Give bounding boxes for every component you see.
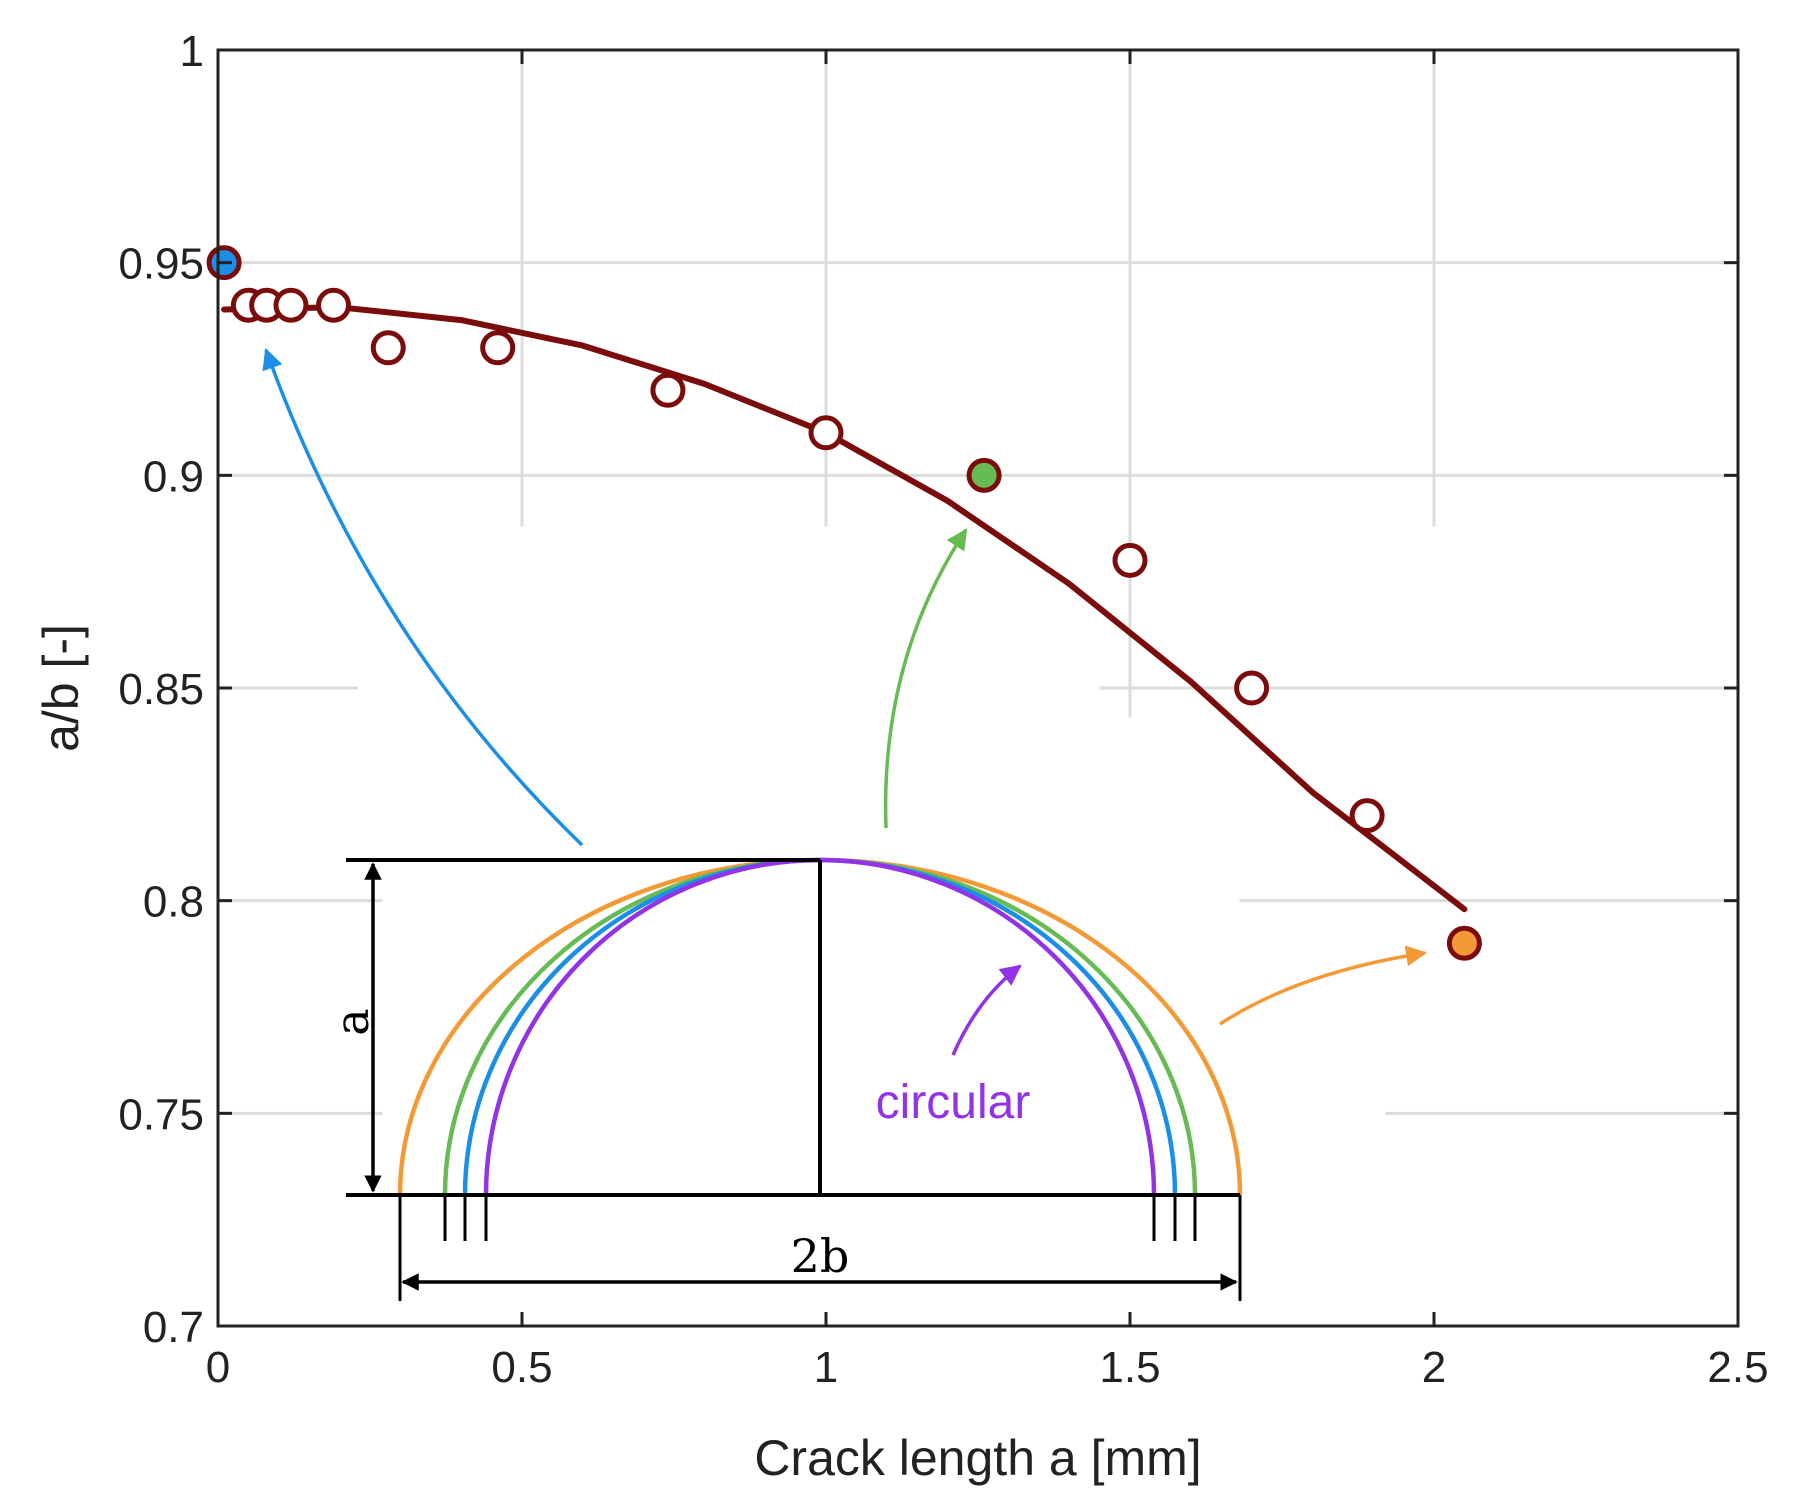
data-point-highlighted (966, 457, 1002, 493)
y-tick-label: 0.75 (118, 1090, 204, 1139)
y-tick-label: 0.95 (118, 240, 204, 289)
data-point (316, 287, 352, 323)
circular-annotation: circular (876, 1076, 1031, 1129)
x-tick-label: 0.5 (491, 1343, 552, 1392)
y-axis-label: a/b [-] (33, 624, 89, 752)
data-point (808, 415, 844, 451)
data-layer (206, 245, 1482, 961)
data-point (370, 330, 406, 366)
x-tick-label: 2 (1422, 1343, 1446, 1392)
arrow-to-green-point (883, 528, 968, 829)
y-tick-label: 0.85 (118, 665, 204, 714)
data-point (1112, 542, 1148, 578)
data-point (1349, 798, 1385, 834)
data-point (1234, 670, 1270, 706)
data-point (650, 372, 686, 408)
x-tick-label: 1 (814, 1343, 838, 1392)
axis-ticks: 0 0.5 1 1.5 2 2.5 0.7 0.75 0.8 0.85 0.9 0.95 1 (118, 27, 1768, 1392)
x-tick-label: 0 (206, 1343, 230, 1392)
data-point (480, 330, 516, 366)
grid-lines (218, 50, 1738, 1115)
y-tick-label: 0.8 (143, 878, 204, 927)
y-tick-label: 0.7 (143, 1303, 204, 1352)
crack-shape-inset: a 2b circular (262, 348, 1428, 1301)
arrow-to-blue-point (262, 348, 584, 847)
y-tick-label: 1 (180, 27, 204, 76)
x-tick-label: 2.5 (1707, 1343, 1768, 1392)
x-tick-label: 1.5 (1099, 1343, 1160, 1392)
x-axis-label: Crack length a [mm] (754, 1430, 1201, 1486)
data-point (273, 287, 309, 323)
y-tick-label: 0.9 (143, 452, 204, 501)
inset-height-label: a (325, 1008, 379, 1035)
arrow-to-orange-point (1219, 945, 1428, 1026)
inset-width-label: 2b (791, 1229, 850, 1283)
arrow-to-circular-shape (951, 964, 1022, 1056)
fit-curve (221, 304, 1468, 913)
data-point-highlighted (1446, 925, 1482, 961)
